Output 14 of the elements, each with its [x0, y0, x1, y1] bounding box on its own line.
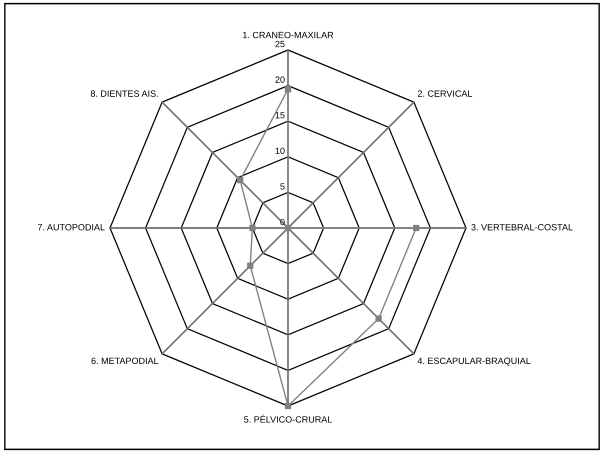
y-tick-label: 15 [276, 112, 285, 118]
spoke-label: 4. ESCAPULAR-BRAQUIAL [418, 358, 530, 366]
y-tick-label: 20 [275, 76, 285, 83]
spoke-label: 6. METAPODIAL [91, 358, 158, 364]
y-tick-label: 5 [280, 183, 285, 190]
spoke-label: 7. AUTOPODIAL [38, 224, 105, 230]
y-tick-label: 0 [280, 218, 285, 226]
y-tick-label: 25 [275, 40, 285, 48]
spoke-label: 8. DIENTES AIS. [90, 90, 158, 97]
y-tick-label: 10 [276, 148, 285, 154]
spoke-label: 5. PÉLVICO-CRURAL [244, 414, 332, 423]
spoke-label: 1. CRANEO-MAXILAR [243, 32, 334, 38]
spoke-label: 2. CERVICAL [418, 90, 472, 97]
spoke-label: 3. VERTEBRAL-COSTAL [471, 224, 573, 230]
